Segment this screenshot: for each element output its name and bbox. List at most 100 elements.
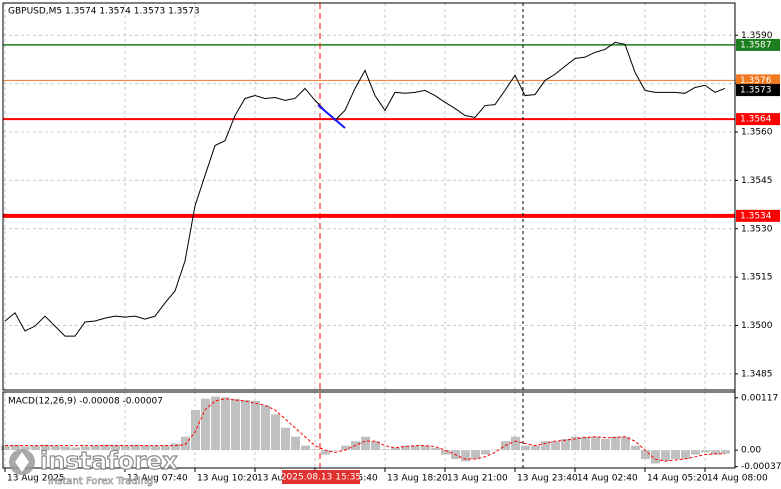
macd-bar bbox=[401, 445, 410, 451]
chart-title: GBPUSD,M5 1.3574 1.3574 1.3573 1.3573 bbox=[8, 7, 200, 17]
macd-bar bbox=[1, 445, 10, 451]
level-label: 1.3564 bbox=[740, 115, 772, 125]
y-tick-label: 1.3590 bbox=[741, 31, 773, 41]
macd-bar bbox=[121, 445, 130, 451]
macd-bar bbox=[411, 445, 420, 451]
macd-bar bbox=[671, 450, 680, 460]
data-layer bbox=[1, 41, 730, 464]
macd-bar bbox=[421, 445, 430, 451]
macd-bar bbox=[141, 445, 150, 451]
macd-title: MACD(12,26,9) -0.00008 -0.00007 bbox=[8, 397, 163, 407]
macd-bar bbox=[271, 414, 280, 451]
macd-bar bbox=[91, 445, 100, 451]
price-line bbox=[4, 41, 726, 337]
macd-bar bbox=[361, 436, 370, 451]
macd-bar bbox=[131, 444, 140, 451]
level-label: 1.3573 bbox=[740, 86, 772, 96]
y-tick-label: 0.00 bbox=[741, 446, 761, 456]
macd-bar bbox=[151, 445, 160, 451]
macd-bar bbox=[291, 436, 300, 451]
macd-bar bbox=[231, 398, 240, 451]
macd-bar bbox=[611, 436, 620, 451]
macd-bar bbox=[511, 436, 520, 451]
macd-bar bbox=[311, 449, 320, 451]
level-label-box bbox=[736, 84, 780, 97]
cursor-label-box bbox=[282, 470, 360, 484]
macd-bar bbox=[301, 445, 310, 451]
grid-layer bbox=[3, 3, 735, 468]
macd-bar bbox=[491, 449, 500, 451]
macd-bar bbox=[281, 427, 290, 451]
macd-bar bbox=[701, 450, 710, 453]
level-label-box bbox=[736, 74, 780, 87]
macd-bar bbox=[201, 398, 210, 451]
x-tick-label: 13 Aug 07:40 bbox=[127, 474, 188, 484]
watermark-slogan: Instant Forex Trading bbox=[48, 476, 153, 487]
x-tick-label: 13 Aug 2025 bbox=[7, 474, 65, 484]
macd-bar bbox=[601, 438, 610, 451]
macd-bar bbox=[651, 450, 660, 464]
macd-bar bbox=[31, 445, 40, 451]
y-tick-label: -0.00037 bbox=[741, 462, 781, 472]
macd-bar bbox=[241, 400, 250, 451]
macd-bar bbox=[551, 441, 560, 451]
macd-bar bbox=[101, 444, 110, 451]
macd-bar bbox=[621, 436, 630, 451]
macd-bar bbox=[161, 445, 170, 451]
watermark-brand: instaforex bbox=[40, 447, 178, 475]
macd-bar bbox=[691, 450, 700, 455]
watermark: instaforex Instant Forex Trading bbox=[9, 446, 179, 487]
macd-bar bbox=[81, 446, 90, 451]
macd-bar bbox=[531, 445, 540, 451]
cursor-label: 2025.08.13 15:35 bbox=[281, 473, 361, 483]
y-tick-label: 1.3485 bbox=[741, 369, 773, 379]
x-tick-label: 13 Aug 23:40 bbox=[517, 474, 578, 484]
macd-bar bbox=[321, 450, 330, 455]
macd-bar bbox=[171, 443, 180, 451]
macd-bar bbox=[11, 444, 20, 451]
macd-bar bbox=[441, 450, 450, 455]
level-label-box bbox=[736, 209, 780, 222]
macd-bar bbox=[371, 441, 380, 451]
macd-bar bbox=[261, 405, 270, 451]
macd-bar bbox=[391, 447, 400, 451]
x-tick-label: 13 Aug 21:00 bbox=[447, 474, 508, 484]
y-tick-label: 1.3500 bbox=[741, 321, 773, 331]
level-label: 1.3576 bbox=[740, 76, 772, 86]
macd-bar bbox=[221, 397, 230, 451]
y-tick-label: 1.3515 bbox=[741, 273, 773, 283]
level-label-box bbox=[736, 38, 780, 51]
macd-bar bbox=[341, 445, 350, 451]
y-tick-label: 0.00117 bbox=[741, 393, 778, 403]
x-tick-label: 14 Aug 05:20 bbox=[647, 474, 708, 484]
macd-bar bbox=[191, 409, 200, 451]
level-label-box bbox=[736, 113, 780, 126]
macd-bar bbox=[61, 446, 70, 451]
level-label: 1.3534 bbox=[740, 211, 772, 221]
macd-bar bbox=[331, 450, 340, 451]
macd-bar bbox=[641, 450, 650, 460]
macd-bar bbox=[71, 447, 80, 451]
watermark-icon-mark bbox=[15, 452, 29, 472]
level-label: 1.3587 bbox=[740, 40, 772, 50]
macd-bar bbox=[561, 438, 570, 451]
macd-bar bbox=[471, 450, 480, 460]
x-tick-label: 14 Aug 02:40 bbox=[577, 474, 638, 484]
macd-bar bbox=[431, 447, 440, 451]
macd-bar bbox=[571, 436, 580, 451]
trend-segment bbox=[317, 104, 346, 129]
macd-bar bbox=[21, 446, 30, 451]
signal-line bbox=[5, 398, 725, 462]
y-tick-label: 1.3530 bbox=[741, 224, 773, 234]
macd-bar bbox=[541, 441, 550, 451]
macd-bar bbox=[461, 450, 470, 462]
macd-bar bbox=[591, 436, 600, 451]
x-tick-label: 13 Aug 18:20 bbox=[387, 474, 448, 484]
macd-bar bbox=[631, 445, 640, 451]
macd-bar bbox=[481, 450, 490, 455]
y-tick-label: 1.3545 bbox=[741, 176, 773, 186]
macd-bar bbox=[521, 445, 530, 451]
macd-bar bbox=[381, 449, 390, 451]
